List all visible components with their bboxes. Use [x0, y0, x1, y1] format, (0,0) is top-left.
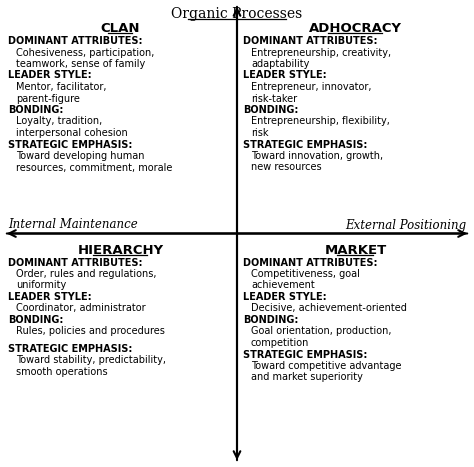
- Text: DOMINANT ATTRIBUTES:: DOMINANT ATTRIBUTES:: [8, 257, 143, 268]
- Text: Toward stability, predictability,: Toward stability, predictability,: [16, 355, 166, 365]
- Text: STRATEGIC EMPHASIS:: STRATEGIC EMPHASIS:: [8, 140, 132, 149]
- Text: Entrepreneurship, flexibility,: Entrepreneurship, flexibility,: [251, 116, 390, 127]
- Text: LEADER STYLE:: LEADER STYLE:: [8, 71, 91, 80]
- Text: STRATEGIC EMPHASIS:: STRATEGIC EMPHASIS:: [243, 349, 367, 360]
- Text: parent-figure: parent-figure: [16, 93, 80, 104]
- Text: BONDING:: BONDING:: [243, 105, 298, 115]
- Text: risk-taker: risk-taker: [251, 93, 297, 104]
- Text: risk: risk: [251, 128, 268, 138]
- Text: Decisive, achievement-oriented: Decisive, achievement-oriented: [251, 304, 407, 313]
- Text: BONDING:: BONDING:: [8, 315, 64, 325]
- Text: DOMINANT ATTRIBUTES:: DOMINANT ATTRIBUTES:: [243, 36, 377, 46]
- Text: competition: competition: [251, 338, 310, 348]
- Text: HIERARCHY: HIERARCHY: [77, 243, 164, 256]
- Text: Organic Processes: Organic Processes: [172, 7, 302, 21]
- Text: Entrepreneur, innovator,: Entrepreneur, innovator,: [251, 82, 372, 92]
- Text: External Positioning: External Positioning: [345, 219, 466, 232]
- Text: achievement: achievement: [251, 281, 315, 290]
- Text: MARKET: MARKET: [324, 243, 387, 256]
- Text: Internal Maintenance: Internal Maintenance: [8, 219, 138, 232]
- Text: teamwork, sense of family: teamwork, sense of family: [16, 59, 145, 69]
- Text: LEADER STYLE:: LEADER STYLE:: [243, 71, 327, 80]
- Text: Loyalty, tradition,: Loyalty, tradition,: [16, 116, 102, 127]
- Text: STRATEGIC EMPHASIS:: STRATEGIC EMPHASIS:: [243, 140, 367, 149]
- Text: Coordinator, administrator: Coordinator, administrator: [16, 304, 146, 313]
- Text: Toward innovation, growth,: Toward innovation, growth,: [251, 151, 383, 161]
- Text: and market superiority: and market superiority: [251, 373, 363, 382]
- Text: interpersonal cohesion: interpersonal cohesion: [16, 128, 128, 138]
- Text: ADHOCRACY: ADHOCRACY: [309, 22, 402, 35]
- Text: resources, commitment, morale: resources, commitment, morale: [16, 163, 173, 172]
- Text: DOMINANT ATTRIBUTES:: DOMINANT ATTRIBUTES:: [8, 36, 143, 46]
- Text: Competitiveness, goal: Competitiveness, goal: [251, 269, 360, 279]
- Text: Mentor, facilitator,: Mentor, facilitator,: [16, 82, 107, 92]
- Text: Order, rules and regulations,: Order, rules and regulations,: [16, 269, 156, 279]
- Text: new resources: new resources: [251, 163, 322, 172]
- Text: CLAN: CLAN: [101, 22, 140, 35]
- Text: BONDING:: BONDING:: [8, 105, 64, 115]
- Text: Rules, policies and procedures: Rules, policies and procedures: [16, 326, 165, 337]
- Text: LEADER STYLE:: LEADER STYLE:: [8, 292, 91, 302]
- Text: uniformity: uniformity: [16, 281, 66, 290]
- Text: Goal orientation, production,: Goal orientation, production,: [251, 326, 392, 337]
- Text: BONDING:: BONDING:: [243, 315, 298, 325]
- Text: Cohesiveness, participation,: Cohesiveness, participation,: [16, 48, 155, 57]
- Text: Entrepreneurship, creativity,: Entrepreneurship, creativity,: [251, 48, 391, 57]
- Text: smooth operations: smooth operations: [16, 367, 108, 377]
- Text: Toward developing human: Toward developing human: [16, 151, 145, 161]
- Text: STRATEGIC EMPHASIS:: STRATEGIC EMPHASIS:: [8, 344, 132, 354]
- Text: DOMINANT ATTRIBUTES:: DOMINANT ATTRIBUTES:: [243, 257, 377, 268]
- Text: adaptability: adaptability: [251, 59, 310, 69]
- Text: LEADER STYLE:: LEADER STYLE:: [243, 292, 327, 302]
- Text: Toward competitive advantage: Toward competitive advantage: [251, 361, 401, 371]
